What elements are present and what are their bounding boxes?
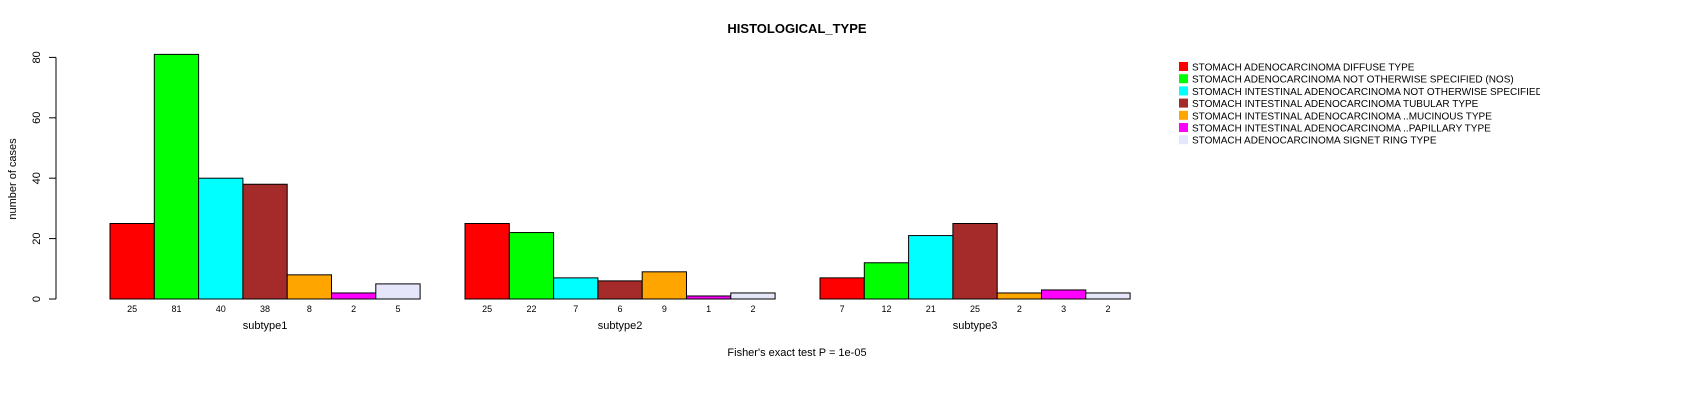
legend-swatch bbox=[1179, 135, 1188, 145]
legend: STOMACH ADENOCARCINOMA DIFFUSE TYPESTOMA… bbox=[1179, 62, 1574, 147]
legend-label: STOMACH INTESTINAL ADENOCARCINOMA ..MUCI… bbox=[1192, 111, 1492, 122]
bar bbox=[153, 53, 200, 300]
bar-value-label: 2 bbox=[1105, 304, 1110, 314]
y-tick-label: 60 bbox=[31, 112, 43, 124]
legend-swatch bbox=[1179, 98, 1188, 108]
y-tick-label: 20 bbox=[31, 232, 43, 244]
bar-value-label: 5 bbox=[395, 304, 400, 314]
legend-label: STOMACH ADENOCARCINOMA SIGNET RING TYPE bbox=[1192, 136, 1437, 147]
legend-label: STOMACH ADENOCARCINOMA DIFFUSE TYPE bbox=[1192, 63, 1415, 74]
bar-value-label: 7 bbox=[840, 304, 845, 314]
group-labels: subtype1 subtype2 subtype3 bbox=[243, 320, 998, 332]
bar bbox=[464, 223, 510, 300]
bar-value-label: 1 bbox=[706, 304, 711, 314]
bar-value-label: 21 bbox=[926, 304, 936, 314]
bar-value-label: 22 bbox=[526, 304, 536, 314]
y-tick-label: 80 bbox=[31, 51, 43, 63]
bar bbox=[331, 292, 377, 300]
bars bbox=[109, 53, 1131, 300]
group-label: subtype2 bbox=[598, 320, 643, 332]
bar-value-label: 2 bbox=[1017, 304, 1022, 314]
footnote: Fisher's exact test P = 1e-05 bbox=[727, 347, 866, 359]
legend-label: STOMACH INTESTINAL ADENOCARCINOMA ..PAPI… bbox=[1192, 124, 1491, 135]
bar-value-label: 40 bbox=[216, 304, 226, 314]
bar-value-label: 9 bbox=[662, 304, 667, 314]
group-label: subtype1 bbox=[243, 320, 288, 332]
bar bbox=[242, 183, 288, 300]
group-label: subtype3 bbox=[953, 320, 998, 332]
y-axis-label: number of cases bbox=[7, 138, 19, 220]
bar-value-label: 8 bbox=[307, 304, 312, 314]
bar bbox=[553, 277, 599, 300]
bar bbox=[286, 274, 333, 300]
bar bbox=[597, 280, 643, 300]
bar-value-label: 2 bbox=[750, 304, 755, 314]
bar-value-label: 81 bbox=[171, 304, 181, 314]
bar bbox=[109, 223, 155, 300]
legend-swatch bbox=[1179, 74, 1188, 84]
y-tick-label: 40 bbox=[31, 172, 43, 184]
y-axis: 0 20 40 60 80 bbox=[31, 51, 57, 302]
bar bbox=[1085, 292, 1131, 300]
bar-value-label: 38 bbox=[260, 304, 270, 314]
bar bbox=[641, 271, 688, 300]
legend-swatch bbox=[1179, 86, 1188, 96]
bar bbox=[730, 292, 776, 300]
bar bbox=[863, 262, 910, 300]
legend-swatch bbox=[1179, 123, 1188, 132]
chart-title: HISTOLOGICAL_TYPE bbox=[727, 21, 866, 36]
bar bbox=[686, 295, 732, 300]
bar-value-label: 25 bbox=[482, 304, 492, 314]
bar-value-label: 12 bbox=[881, 304, 891, 314]
legend-label: STOMACH INTESTINAL ADENOCARCINOMA NOT OT… bbox=[1192, 87, 1574, 98]
bar bbox=[952, 223, 998, 300]
bar bbox=[508, 232, 555, 300]
legend-swatch bbox=[1179, 110, 1188, 120]
bar bbox=[198, 177, 244, 300]
bar-value-label: 2 bbox=[351, 304, 356, 314]
bar-value-label: 7 bbox=[573, 304, 578, 314]
bar bbox=[375, 283, 421, 300]
bar-value-label: 25 bbox=[127, 304, 137, 314]
bar bbox=[1041, 289, 1087, 300]
bar-value-label: 6 bbox=[618, 304, 623, 314]
bar-value-label: 25 bbox=[970, 304, 980, 314]
value-labels: 25 81 40 38 8 2 5 25 22 7 6 9 1 2 7 12 21 25 2 3 2 bbox=[127, 304, 1110, 314]
bar-value-label: 3 bbox=[1061, 304, 1066, 314]
legend-swatch bbox=[1179, 62, 1188, 71]
legend-label: STOMACH INTESTINAL ADENOCARCINOMA TUBULA… bbox=[1192, 99, 1479, 110]
legend-label: STOMACH ADENOCARCINOMA NOT OTHERWISE SPE… bbox=[1192, 75, 1514, 86]
bar bbox=[819, 277, 865, 300]
bar bbox=[996, 292, 1043, 300]
y-tick-label: 0 bbox=[31, 296, 43, 302]
bar bbox=[908, 235, 954, 300]
